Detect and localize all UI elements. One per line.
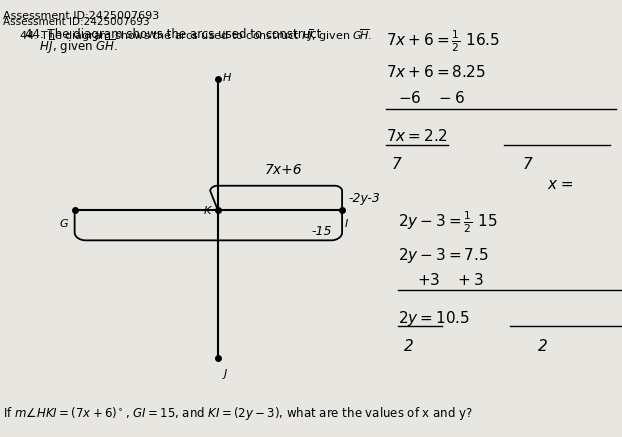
- Text: 2: 2: [538, 339, 548, 354]
- Text: $7x+6 = 8.25$: $7x+6 = 8.25$: [386, 64, 485, 80]
- Text: $2y = 10.5$: $2y = 10.5$: [398, 309, 470, 328]
- Text: J: J: [224, 369, 227, 379]
- Text: x =: x =: [547, 177, 574, 192]
- Text: 7: 7: [392, 157, 402, 172]
- Text: $7x+6=\frac{1}{2}\ 16.5$: $7x+6=\frac{1}{2}\ 16.5$: [386, 28, 499, 54]
- Text: $2y-3= 7.5$: $2y-3= 7.5$: [398, 246, 489, 264]
- Text: $-6 \quad -6$: $-6 \quad -6$: [398, 90, 465, 107]
- Text: K: K: [204, 206, 211, 216]
- Text: -2y-3: -2y-3: [348, 192, 380, 205]
- Text: 44. The diagram shows the arcs used to construct $H\!\overline{J}$, given $G\!\o: 44. The diagram shows the arcs used to c…: [19, 27, 372, 44]
- Text: 7: 7: [522, 157, 532, 172]
- Text: $H\overline{J}$, given $G\overline{H}$.: $H\overline{J}$, given $G\overline{H}$.: [25, 37, 118, 56]
- Text: H: H: [223, 73, 231, 83]
- Text: -15: -15: [311, 225, 332, 238]
- Text: 7x+6: 7x+6: [264, 163, 302, 177]
- Text: 2: 2: [404, 339, 414, 354]
- Text: If $m\angle HKI = (7x+6)^\circ$, $GI = 15$, and $KI = (2y-3)$, what are the valu: If $m\angle HKI = (7x+6)^\circ$, $GI = 1…: [3, 405, 473, 422]
- Text: Assessment ID:2425007693: Assessment ID:2425007693: [3, 11, 159, 21]
- Text: 44. The diagram shows the arcs used to construct: 44. The diagram shows the arcs used to c…: [25, 28, 325, 42]
- Text: $+3 \quad +3$: $+3 \quad +3$: [417, 272, 483, 288]
- Text: $7x = 2.2$: $7x = 2.2$: [386, 128, 447, 144]
- Text: I: I: [345, 219, 348, 229]
- Text: Assessment ID:2425007693: Assessment ID:2425007693: [3, 17, 150, 27]
- Text: G: G: [59, 219, 68, 229]
- Text: $2y-3=\frac{1}{2}\ 15$: $2y-3=\frac{1}{2}\ 15$: [398, 210, 498, 236]
